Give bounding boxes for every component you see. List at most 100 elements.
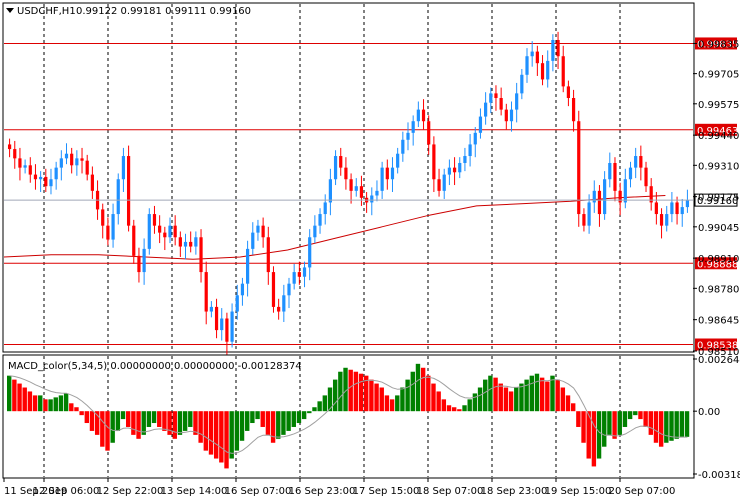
candle-body[interactable] [515,93,519,110]
candle-body[interactable] [659,214,664,226]
candle-body[interactable] [644,167,648,187]
candle-body[interactable] [520,74,524,94]
candle-body[interactable] [235,295,239,312]
candle-body[interactable] [163,232,167,238]
candle-body[interactable] [168,225,172,238]
candle-body[interactable] [452,167,457,173]
candle-body[interactable] [442,174,446,191]
candle-body[interactable] [308,237,312,268]
candle-body[interactable] [385,167,389,180]
candle-body[interactable] [665,214,669,226]
candle-body[interactable] [80,158,84,161]
candle-body[interactable] [587,202,591,226]
candle-body[interactable] [292,272,296,284]
candle-body[interactable] [90,174,94,191]
candle-body[interactable] [530,51,534,57]
candle-body[interactable] [458,162,462,173]
candle-body[interactable] [225,318,229,342]
candle-body[interactable] [256,225,260,233]
candle-body[interactable] [245,248,250,284]
candle-body[interactable] [463,156,467,163]
candle-body[interactable] [70,153,74,166]
candle-body[interactable] [375,190,379,196]
candle-body[interactable] [339,156,343,168]
candle-body[interactable] [318,214,322,226]
candle-body[interactable] [680,207,684,215]
candle-body[interactable] [597,190,602,215]
candle-body[interactable] [59,158,63,168]
candle-body[interactable] [535,51,539,64]
candle-body[interactable] [592,190,596,203]
candle-body[interactable] [359,186,364,198]
candle-body[interactable] [416,109,420,122]
candle-body[interactable] [54,167,58,180]
candle-body[interactable] [287,283,291,296]
candle-body[interactable] [380,167,384,191]
candle-body[interactable] [49,179,53,187]
candle-body[interactable] [142,248,146,273]
candle-body[interactable] [178,237,182,247]
candle-body[interactable] [152,214,157,226]
candle-body[interactable] [230,311,234,342]
candle-body[interactable] [432,144,436,180]
candle-body[interactable] [147,214,151,249]
candle-body[interactable] [101,209,105,226]
candle-body[interactable] [396,153,400,168]
candle-body[interactable] [525,56,529,75]
candle-body[interactable] [132,225,136,256]
candle-body[interactable] [282,295,286,312]
candle-body[interactable] [546,60,550,80]
candle-body[interactable] [551,39,555,61]
candle-body[interactable] [499,98,503,110]
candle-body[interactable] [220,318,224,331]
candle-body[interactable] [411,121,415,133]
candle-body[interactable] [85,160,89,175]
candle-body[interactable] [173,225,177,238]
candle-body[interactable] [344,167,348,180]
candle-body[interactable] [23,165,27,168]
candle-body[interactable] [437,179,441,191]
candle-body[interactable] [613,162,617,191]
price-axis[interactable]: 0.99835 0.99705 0.99575 0.99440 0.99310 0.991… [693,39,739,358]
candle-body[interactable] [618,190,622,203]
candle-body[interactable] [639,156,643,168]
candle-body[interactable] [478,116,483,133]
candle-body[interactable] [214,306,219,331]
candle-body[interactable] [540,63,545,80]
candle-body[interactable] [189,241,193,247]
candle-body[interactable] [302,267,307,277]
candle-body[interactable] [675,202,679,215]
candle-body[interactable] [447,167,452,175]
candle-body[interactable] [121,156,126,180]
candle-body[interactable] [354,186,358,191]
candle-body[interactable] [473,132,477,145]
candle-body[interactable] [566,86,571,99]
candle-body[interactable] [13,149,17,159]
candle-body[interactable] [628,167,633,180]
candle-body[interactable] [64,153,69,159]
candle-body[interactable] [582,214,586,226]
candle-body[interactable] [333,156,338,180]
candle-body[interactable] [277,306,281,312]
candle-body[interactable] [313,225,317,238]
candle-body[interactable] [556,39,560,57]
candle-body[interactable] [670,202,674,215]
candle-body[interactable] [28,165,32,175]
candle-body[interactable] [349,179,353,191]
candle-body[interactable] [44,176,48,187]
candle-body[interactable] [468,144,472,157]
candle-body[interactable] [7,144,12,150]
candle-body[interactable] [111,214,115,240]
candle-body[interactable] [489,93,493,103]
candle-body[interactable] [634,156,638,168]
candle-body[interactable] [421,109,426,122]
candle-body[interactable] [603,179,607,215]
candle-body[interactable] [323,202,327,215]
candle-body[interactable] [571,98,576,122]
candle-body[interactable] [209,306,213,312]
candle-body[interactable] [654,202,658,215]
candle-body[interactable] [240,283,245,296]
candle-body[interactable] [106,225,110,240]
